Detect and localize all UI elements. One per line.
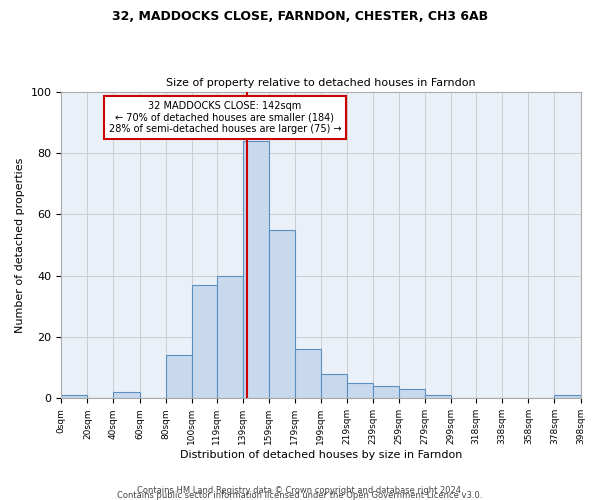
Bar	[61, 396, 88, 398]
Y-axis label: Number of detached properties: Number of detached properties	[15, 158, 25, 332]
Bar	[242, 140, 269, 398]
Text: Contains HM Land Registry data © Crown copyright and database right 2024.: Contains HM Land Registry data © Crown c…	[137, 486, 463, 495]
Bar	[269, 230, 295, 398]
Bar	[113, 392, 140, 398]
Bar	[295, 350, 321, 399]
Title: Size of property relative to detached houses in Farndon: Size of property relative to detached ho…	[166, 78, 476, 88]
Text: Contains public sector information licensed under the Open Government Licence v3: Contains public sector information licen…	[118, 491, 482, 500]
Bar	[399, 389, 425, 398]
Bar	[554, 396, 581, 398]
Bar	[321, 374, 347, 398]
Bar	[192, 285, 217, 399]
Bar	[166, 356, 192, 399]
Text: 32, MADDOCKS CLOSE, FARNDON, CHESTER, CH3 6AB: 32, MADDOCKS CLOSE, FARNDON, CHESTER, CH…	[112, 10, 488, 23]
Bar	[373, 386, 399, 398]
Text: 32 MADDOCKS CLOSE: 142sqm
← 70% of detached houses are smaller (184)
28% of semi: 32 MADDOCKS CLOSE: 142sqm ← 70% of detac…	[109, 101, 341, 134]
X-axis label: Distribution of detached houses by size in Farndon: Distribution of detached houses by size …	[180, 450, 462, 460]
Bar	[425, 396, 451, 398]
Bar	[217, 276, 242, 398]
Bar	[347, 383, 373, 398]
